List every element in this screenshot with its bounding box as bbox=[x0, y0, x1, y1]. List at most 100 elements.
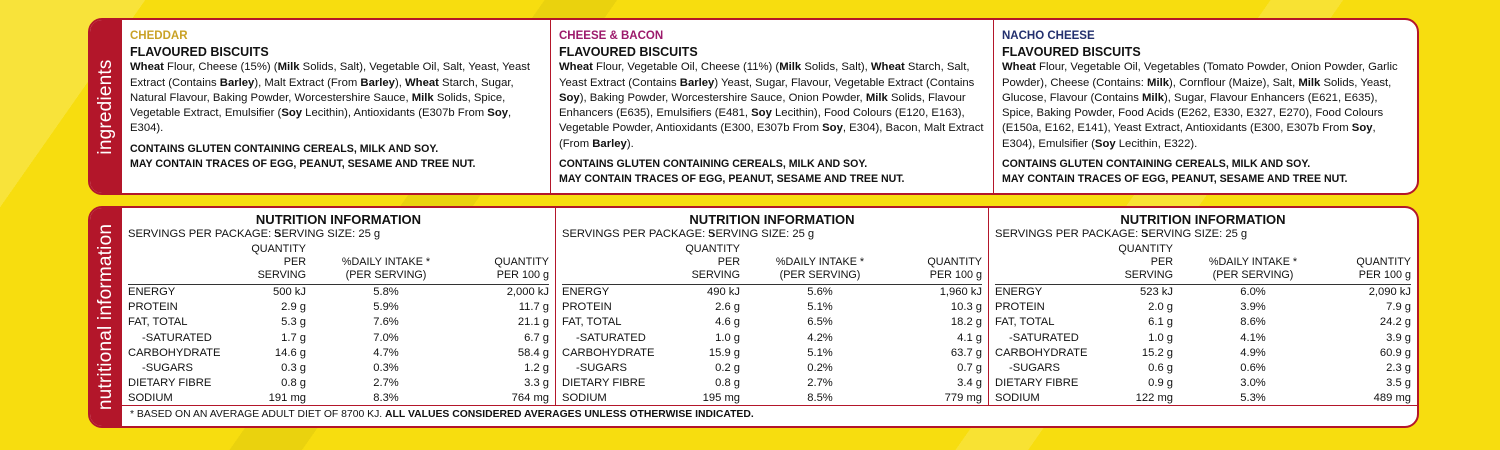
quantity-per-serving: 195 mg bbox=[702, 392, 740, 405]
nutrition-row: FAT, TOTAL 6.1 g 8.6% 24.2 g bbox=[995, 315, 1411, 330]
daily-intake-percent: 4.7% bbox=[373, 346, 399, 359]
quantity-per-100g: 2.3 g bbox=[1386, 362, 1411, 375]
ingredients-tab: ingredients bbox=[90, 20, 122, 193]
flavour-name: CHEDDAR bbox=[130, 30, 188, 42]
quantity-per-serving: 6.1 g bbox=[1148, 316, 1173, 329]
quantity-per-serving: 5.3 g bbox=[281, 316, 306, 329]
nutrition-row: PROTEIN 2.0 g 3.9% 7.9 g bbox=[995, 300, 1411, 315]
nutrition-row: FAT, TOTAL 5.3 g 7.6% 21.1 g bbox=[128, 315, 549, 330]
ingredients-column-cheese-bacon: CHEESE & BACON FLAVOURED BISCUITS Wheat … bbox=[550, 20, 993, 193]
quantity-per-100g: 6.7 g bbox=[524, 331, 549, 344]
quantity-per-serving-header: QUANTITY PER SERVING bbox=[685, 243, 740, 281]
daily-intake-percent: 6.5% bbox=[807, 316, 833, 329]
nutrition-row: CARBOHYDRATE 15.2 g 4.9% 60.9 g bbox=[995, 346, 1411, 361]
nutrient-label: CARBOHYDRATE bbox=[128, 346, 221, 359]
quantity-per-100g: 7.9 g bbox=[1386, 301, 1411, 314]
nutrition-column-cheddar: NUTRITION INFORMATION SERVINGS PER PACKA… bbox=[122, 208, 555, 405]
quantity-per-serving: 0.8 g bbox=[715, 377, 740, 390]
serving-info: SERVINGS PER PACKAGE: 5 SERVING SIZE: 25… bbox=[128, 227, 549, 241]
nutrition-table-header: QUANTITY PER SERVING %DAILY INTAKE * (PER … bbox=[128, 243, 549, 285]
ingredients-text: Wheat Flour, Vegetable Oil, Vegetables (… bbox=[1002, 61, 1398, 150]
daily-intake-percent: 4.1% bbox=[1240, 331, 1266, 344]
nutrient-label: FAT, TOTAL bbox=[995, 316, 1055, 329]
ingredients-text: Wheat Flour, Cheese (15%) (Milk Solids, … bbox=[130, 61, 531, 135]
nutrition-column-nacho-cheese: NUTRITION INFORMATION SERVINGS PER PACKA… bbox=[988, 208, 1417, 405]
quantity-per-serving: 0.6 g bbox=[1148, 362, 1173, 375]
quantity-per-100g: 60.9 g bbox=[1379, 346, 1411, 359]
daily-intake-percent: 2.7% bbox=[807, 377, 833, 390]
daily-intake-percent: 5.6% bbox=[740, 284, 870, 301]
footnote-bold-text: ALL VALUES CONSIDERED AVERAGES UNLESS OT… bbox=[385, 409, 754, 420]
quantity-per-100g-header: QUANTITY PER 100 g bbox=[494, 256, 549, 281]
daily-intake-percent: 8.5% bbox=[807, 392, 833, 405]
nutrient-label: PROTEIN bbox=[995, 301, 1045, 314]
quantity-per-100g: 0.7 g bbox=[957, 362, 982, 375]
daily-intake-percent: 4.9% bbox=[1240, 346, 1266, 359]
nutrient-label: ENERGY bbox=[995, 284, 1115, 301]
nutrient-label: CARBOHYDRATE bbox=[562, 346, 655, 359]
quantity-per-serving: 0.9 g bbox=[1148, 377, 1173, 390]
nutrition-row: -SATURATED 1.0 g 4.1% 3.9 g bbox=[995, 331, 1411, 346]
servings-per-package: SERVINGS PER PACKAGE: 5 bbox=[995, 228, 1148, 240]
nutrition-row: DIETARY FIBRE 0.8 g 2.7% 3.3 g bbox=[128, 376, 549, 391]
nutrient-label: FAT, TOTAL bbox=[562, 316, 622, 329]
quantity-per-100g: 4.1 g bbox=[957, 331, 982, 344]
nutrition-table: QUANTITY PER SERVING %DAILY INTAKE * (PER … bbox=[562, 243, 982, 407]
quantity-per-100g: 2,090 kJ bbox=[1303, 284, 1411, 301]
nutrition-row: SODIUM 122 mg 5.3% 489 mg bbox=[995, 391, 1411, 406]
nutrition-column-cheese-bacon: NUTRITION INFORMATION SERVINGS PER PACKA… bbox=[555, 208, 988, 405]
quantity-per-100g: 1.2 g bbox=[524, 362, 549, 375]
nutrition-row: DIETARY FIBRE 0.8 g 2.7% 3.4 g bbox=[562, 376, 982, 391]
quantity-per-serving-header: QUANTITY PER SERVING bbox=[1118, 243, 1173, 281]
quantity-per-serving: 14.6 g bbox=[274, 346, 306, 359]
quantity-per-serving-header: QUANTITY PER SERVING bbox=[251, 243, 306, 281]
nutrition-row: -SUGARS 0.3 g 0.3% 1.2 g bbox=[128, 361, 549, 376]
quantity-per-serving: 0.2 g bbox=[715, 362, 740, 375]
nutrition-row: CARBOHYDRATE 14.6 g 4.7% 58.4 g bbox=[128, 346, 549, 361]
contains-text: CONTAINS GLUTEN CONTAINING CEREALS, MILK… bbox=[130, 142, 439, 155]
nutrient-label: ENERGY bbox=[562, 284, 682, 301]
nutrition-row: FAT, TOTAL 4.6 g 6.5% 18.2 g bbox=[562, 315, 982, 330]
nutrient-label: SODIUM bbox=[562, 392, 607, 405]
quantity-per-serving: 0.8 g bbox=[281, 377, 306, 390]
flavour-subtitle: FLAVOURED BISCUITS bbox=[559, 45, 698, 60]
quantity-per-100g: 3.9 g bbox=[1386, 331, 1411, 344]
nutrient-label: ENERGY bbox=[128, 284, 248, 301]
may-contain-text: MAY CONTAIN TRACES OF EGG, PEANUT, SESAM… bbox=[559, 173, 905, 186]
ingredients-tab-label: ingredients bbox=[95, 58, 116, 155]
quantity-per-serving: 1.0 g bbox=[1148, 331, 1173, 344]
quantity-per-100g: 18.2 g bbox=[950, 316, 982, 329]
quantity-per-serving: 0.3 g bbox=[281, 362, 306, 375]
nutrient-label: -SATURATED bbox=[576, 331, 646, 344]
flavour-name: CHEESE & BACON bbox=[559, 30, 664, 42]
quantity-per-serving: 2.0 g bbox=[1148, 301, 1173, 314]
quantity-per-serving: 523 kJ bbox=[1115, 284, 1173, 301]
nutrition-row: ENERGY 490 kJ 5.6% 1,960 kJ bbox=[562, 284, 982, 301]
quantity-per-serving: 4.6 g bbox=[715, 316, 740, 329]
quantity-per-serving: 15.9 g bbox=[708, 346, 740, 359]
quantity-per-100g: 2,000 kJ bbox=[436, 284, 549, 301]
serving-size: SERVING SIZE: 25 g bbox=[274, 228, 381, 240]
ingredients-column-cheddar: CHEDDAR FLAVOURED BISCUITS Wheat Flour, … bbox=[122, 20, 550, 193]
nutrition-row: PROTEIN 2.6 g 5.1% 10.3 g bbox=[562, 300, 982, 315]
daily-intake-percent: 7.6% bbox=[373, 316, 399, 329]
nutrition-row: -SATURATED 1.7 g 7.0% 6.7 g bbox=[128, 331, 549, 346]
servings-per-package: SERVINGS PER PACKAGE: 5 bbox=[128, 228, 281, 240]
quantity-per-serving: 2.6 g bbox=[715, 301, 740, 314]
daily-intake-percent: 8.6% bbox=[1240, 316, 1266, 329]
nutrition-title: NUTRITION INFORMATION bbox=[689, 212, 855, 227]
ingredients-text: Wheat Flour, Vegetable Oil, Cheese (11%)… bbox=[559, 61, 984, 150]
quantity-per-serving: 490 kJ bbox=[682, 284, 740, 301]
servings-per-package: SERVINGS PER PACKAGE: 5 bbox=[562, 228, 715, 240]
daily-intake-percent: 4.2% bbox=[807, 331, 833, 344]
quantity-per-100g: 11.7 g bbox=[518, 301, 549, 314]
serving-size: SERVING SIZE: 25 g bbox=[1141, 228, 1248, 240]
nutrition-row: CARBOHYDRATE 15.9 g 5.1% 63.7 g bbox=[562, 346, 982, 361]
flavour-subtitle: FLAVOURED BISCUITS bbox=[1002, 45, 1141, 60]
nutrient-label: PROTEIN bbox=[128, 301, 178, 314]
quantity-per-serving: 1.0 g bbox=[715, 331, 740, 344]
quantity-per-100g-header: QUANTITY PER 100 g bbox=[1356, 256, 1411, 281]
daily-intake-percent: 0.2% bbox=[807, 362, 833, 375]
nutrient-label: DIETARY FIBRE bbox=[128, 377, 212, 390]
nutrition-row: -SUGARS 0.2 g 0.2% 0.7 g bbox=[562, 361, 982, 376]
